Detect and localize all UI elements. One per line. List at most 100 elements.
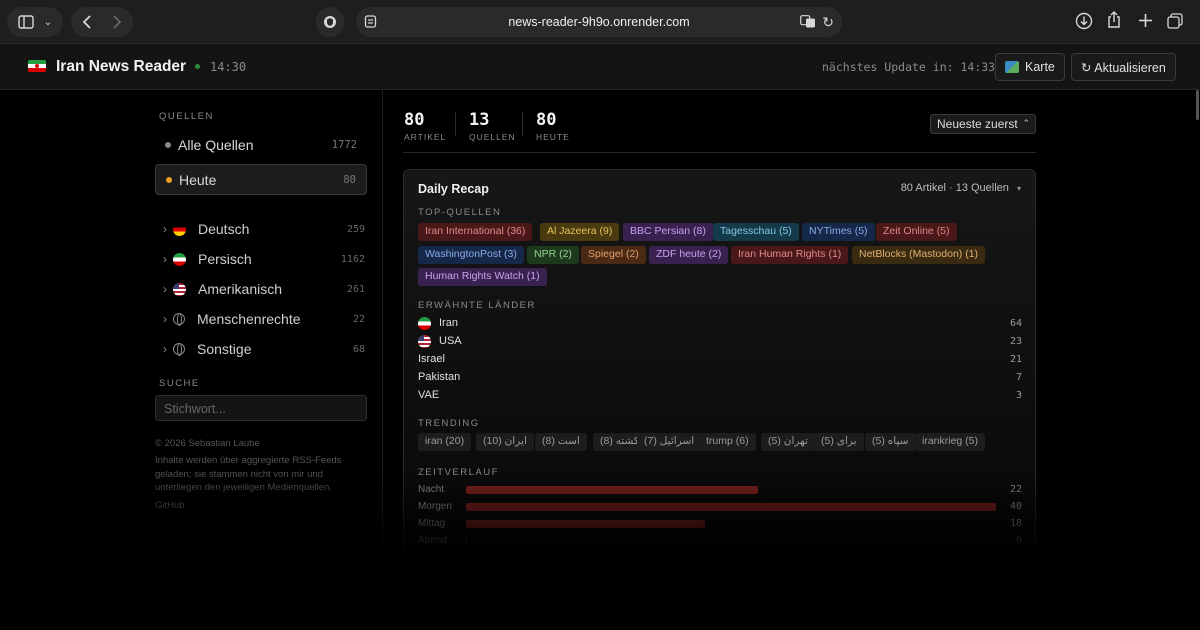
iran-flag-icon: [418, 316, 431, 330]
sort-select[interactable]: Neueste zuerst ⌃: [930, 114, 1036, 134]
source-tag[interactable]: NYTimes (5): [802, 223, 875, 241]
refresh-button[interactable]: ↻ Aktualisieren: [1071, 53, 1176, 81]
stat-articles: 80 ARTIKEL: [404, 110, 446, 142]
country-label: USA: [439, 335, 462, 347]
chevron-down-icon: ▾: [1016, 184, 1021, 193]
divider: [403, 152, 1036, 153]
countries-title: ERWÄHNTE LÄNDER: [418, 300, 536, 311]
source-tag[interactable]: Zeit Online (5): [876, 223, 957, 241]
source-tag[interactable]: Iran International (36): [418, 223, 533, 241]
timeline-bar: [466, 520, 705, 528]
trending-tag[interactable]: سپاه (5): [865, 433, 916, 451]
tab-overview-icon[interactable]: [1167, 13, 1183, 29]
new-tab-icon[interactable]: [1138, 13, 1153, 28]
recap-title: Daily Recap: [418, 182, 489, 196]
trending-tag[interactable]: برای (5): [814, 433, 864, 451]
source-tag[interactable]: Iran Human Rights (1): [731, 246, 849, 264]
source-all[interactable]: Alle Quellen 1772: [155, 130, 367, 160]
source-tag[interactable]: ZDF heute (2): [649, 246, 729, 264]
trending-tag[interactable]: irankrieg (5): [915, 433, 986, 451]
source-tag[interactable]: BBC Persian (8): [623, 223, 713, 241]
usa-flag-icon: [173, 282, 186, 296]
github-link[interactable]: GitHub: [155, 500, 185, 511]
source-label: Heute: [179, 171, 217, 188]
timeline-bar: [466, 537, 467, 545]
globe-icon: [173, 313, 185, 326]
page-scrollbar[interactable]: [1196, 90, 1199, 120]
page-menu-icon[interactable]: [364, 15, 377, 28]
category-count: 22: [352, 313, 365, 325]
translate-icon[interactable]: [800, 15, 816, 28]
source-tag[interactable]: NetBlocks (Mastodon) (1): [852, 246, 986, 264]
timeline-label: Abend: [418, 535, 447, 546]
recap-meta-toggle[interactable]: 80 Artikel · 13 Quellen ▾: [901, 182, 1021, 194]
chevron-right-icon: ›: [163, 252, 167, 266]
sources-title: QUELLEN: [159, 111, 214, 122]
timeline-title: ZEITVERLAUF: [418, 467, 499, 478]
category-amerikanisch[interactable]: › Amerikanisch 261: [163, 277, 367, 301]
address-bar[interactable]: news-reader-9h9o.onrender.com ↻: [356, 7, 842, 37]
chevron-right-icon: ›: [163, 222, 167, 236]
source-count: 80: [343, 173, 356, 186]
search-title: SUCHE: [159, 378, 200, 389]
country-count: 7: [1015, 371, 1022, 383]
stat-label: ARTIKEL: [404, 132, 447, 142]
category-menschenrechte[interactable]: › Menschenrechte 22: [163, 307, 367, 331]
country-row: VAE 3: [418, 387, 1022, 403]
trending-tag[interactable]: iran (20): [418, 433, 472, 451]
source-today[interactable]: Heute 80: [155, 164, 367, 195]
back-icon[interactable]: [82, 15, 92, 29]
trending-tag[interactable]: تهران (5): [761, 433, 815, 451]
country-count: 21: [1009, 353, 1022, 365]
timeline-bar: [466, 486, 758, 494]
map-button-label: Karte: [1025, 60, 1055, 74]
map-button[interactable]: Karte: [995, 53, 1065, 81]
category-label: Amerikanisch: [198, 281, 283, 297]
germany-flag-icon: [173, 222, 186, 236]
trending-tag[interactable]: ایران (10): [476, 433, 534, 451]
country-row: Pakistan 7: [418, 369, 1022, 385]
reload-icon[interactable]: ↻: [822, 14, 834, 30]
forward-icon[interactable]: [112, 15, 122, 29]
source-tag[interactable]: NPR (2): [527, 246, 579, 264]
category-sonstige[interactable]: › Sonstige 68: [163, 337, 367, 361]
share-icon[interactable]: [1107, 11, 1121, 29]
source-tag[interactable]: Human Rights Watch (1): [418, 268, 547, 286]
timeline-row: Abend 0: [418, 534, 1022, 548]
current-time: 14:30: [210, 60, 247, 74]
map-icon: [1005, 61, 1019, 73]
trending-tag[interactable]: است (8): [535, 433, 587, 451]
source-tag[interactable]: WashingtonPost (3): [418, 246, 524, 264]
country-row: Iran 64: [418, 315, 1022, 331]
search-input[interactable]: Stichwort...: [155, 395, 367, 421]
source-label: Alle Quellen: [178, 137, 254, 153]
timeline-row: Mittag 18: [418, 517, 1022, 531]
timeline-label: Mittag: [418, 518, 446, 529]
sidebar-toggle-button[interactable]: ⌄: [7, 7, 63, 37]
downloads-icon[interactable]: [1075, 12, 1093, 30]
trending-tag[interactable]: اسرائیل (7): [637, 433, 702, 451]
stat-today: 80 HEUTE: [536, 110, 570, 142]
timeline-count: 40: [1009, 501, 1022, 512]
top-sources-title: TOP-QUELLEN: [418, 207, 502, 218]
category-count: 1162: [340, 253, 365, 265]
timeline-count: 18: [1009, 518, 1022, 529]
category-persisch[interactable]: › Persisch 1162: [163, 247, 367, 271]
recap-meta: 80 Artikel · 13 Quellen: [900, 182, 1009, 194]
privacy-shield-button[interactable]: [316, 7, 344, 37]
refresh-button-label: ↻ Aktualisieren: [1081, 60, 1166, 75]
stat-label: HEUTE: [536, 132, 570, 142]
source-tag[interactable]: Tagesschau (5): [713, 223, 799, 241]
trending-tag[interactable]: کشته (8): [593, 433, 646, 451]
chevron-right-icon: ›: [163, 342, 167, 356]
trending-tag[interactable]: trump (6): [699, 433, 756, 451]
category-deutsch[interactable]: › Deutsch 259: [163, 217, 367, 241]
country-label: Israel: [418, 353, 445, 365]
source-tag[interactable]: Spiegel (2): [581, 246, 646, 264]
country-label: Iran: [439, 317, 458, 329]
timeline-row: Nacht 22: [418, 483, 1022, 497]
stat-value: 13: [469, 110, 490, 130]
sort-selected-label: Neueste zuerst: [937, 117, 1018, 131]
source-tag[interactable]: Al Jazeera (9): [540, 223, 620, 241]
stat-value: 80: [536, 110, 557, 130]
